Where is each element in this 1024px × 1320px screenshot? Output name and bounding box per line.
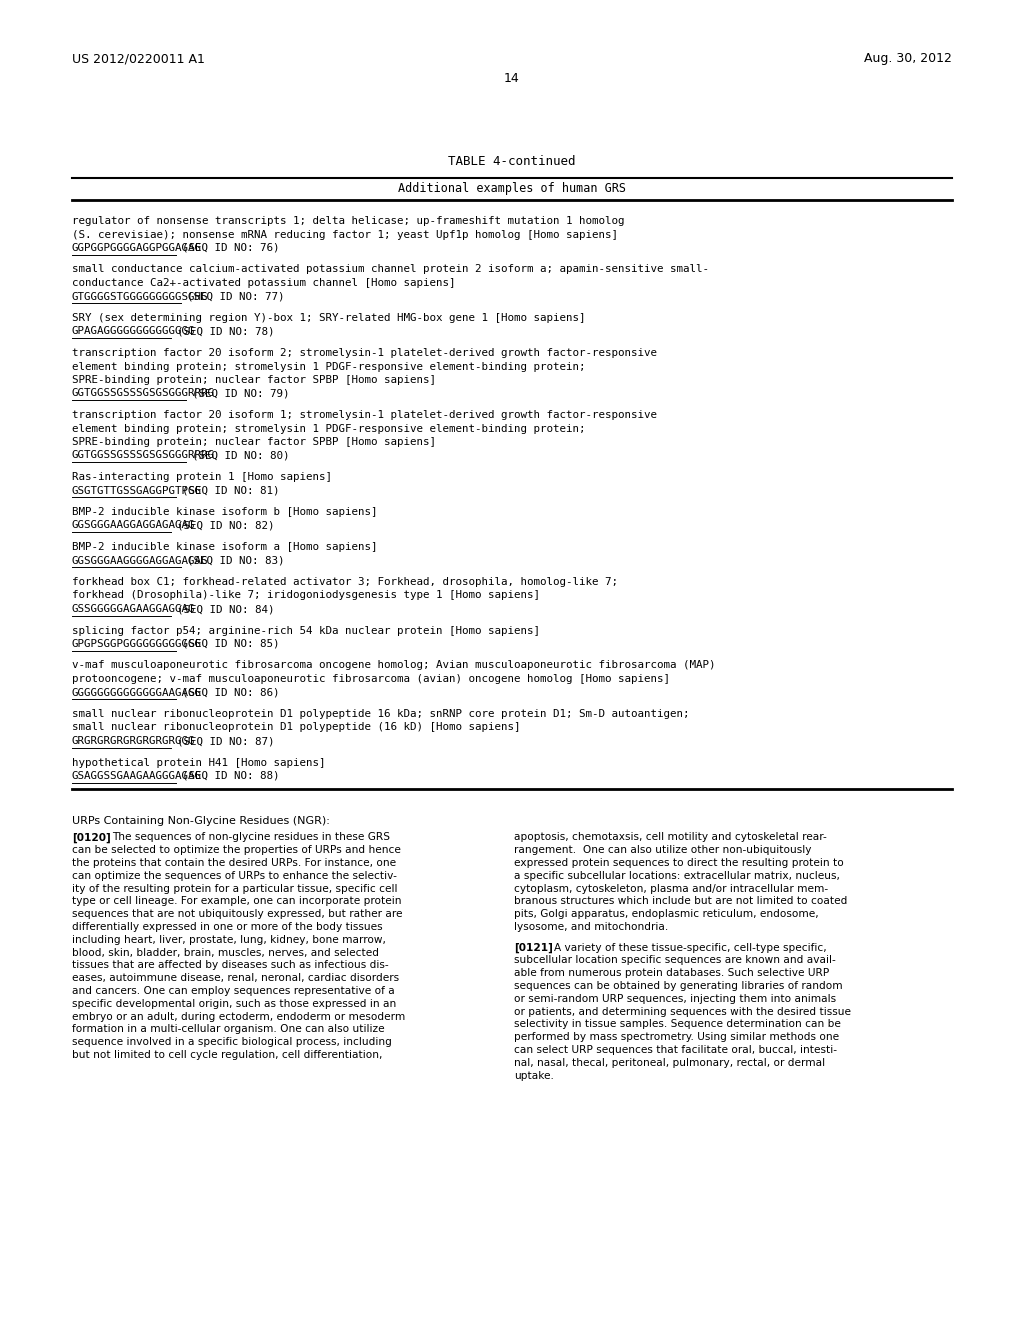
Text: v-maf musculoaponeurotic fibrosarcoma oncogene homolog; Avian musculoaponeurotic: v-maf musculoaponeurotic fibrosarcoma on… [72,660,716,671]
Text: SRY (sex determining region Y)-box 1; SRY-related HMG-box gene 1 [Homo sapiens]: SRY (sex determining region Y)-box 1; SR… [72,313,586,323]
Text: small nuclear ribonucleoprotein D1 polypeptide (16 kD) [Homo sapiens]: small nuclear ribonucleoprotein D1 polyp… [72,722,520,733]
Text: (SEQ ID NO: 86): (SEQ ID NO: 86) [182,688,280,697]
Text: small conductance calcium-activated potassium channel protein 2 isoform a; apami: small conductance calcium-activated pota… [72,264,709,275]
Text: Ras-interacting protein 1 [Homo sapiens]: Ras-interacting protein 1 [Homo sapiens] [72,473,332,482]
Text: forkhead box C1; forkhead-related activator 3; Forkhead, drosophila, homolog-lik: forkhead box C1; forkhead-related activa… [72,577,618,587]
Text: GTGGGGSTGGGGGGGGGSGHG: GTGGGGSTGGGGGGGGGSGHG [72,292,209,301]
Text: sequence involved in a specific biological process, including: sequence involved in a specific biologic… [72,1038,392,1047]
Text: GGSGGGAAGGGGAGGAGAGAG: GGSGGGAAGGGGAGGAGAGAG [72,556,209,565]
Text: sequences can be obtained by generating libraries of random: sequences can be obtained by generating … [514,981,843,991]
Text: subcellular location specific sequences are known and avail-: subcellular location specific sequences … [514,956,836,965]
Text: SPRE-binding protein; nuclear factor SPBP [Homo sapiens]: SPRE-binding protein; nuclear factor SPB… [72,437,436,447]
Text: small nuclear ribonucleoprotein D1 polypeptide 16 kDa; snRNP core protein D1; Sm: small nuclear ribonucleoprotein D1 polyp… [72,709,689,719]
Text: performed by mass spectrometry. Using similar methods one: performed by mass spectrometry. Using si… [514,1032,839,1043]
Text: A variety of these tissue-specific, cell-type specific,: A variety of these tissue-specific, cell… [554,942,826,953]
Text: (S. cerevisiae); nonsense mRNA reducing factor 1; yeast Upf1p homolog [Homo sapi: (S. cerevisiae); nonsense mRNA reducing … [72,230,618,239]
Text: regulator of nonsense transcripts 1; delta helicase; up-frameshift mutation 1 ho: regulator of nonsense transcripts 1; del… [72,216,625,226]
Text: (SEQ ID NO: 76): (SEQ ID NO: 76) [182,243,280,253]
Text: (SEQ ID NO: 78): (SEQ ID NO: 78) [177,326,274,337]
Text: GGSGGGAAGGAGGAGAGAG: GGSGGGAAGGAGGAGAGAG [72,520,196,531]
Text: (SEQ ID NO: 88): (SEQ ID NO: 88) [182,771,280,781]
Text: differentially expressed in one or more of the body tissues: differentially expressed in one or more … [72,923,383,932]
Text: US 2012/0220011 A1: US 2012/0220011 A1 [72,51,205,65]
Text: pits, Golgi apparatus, endoplasmic reticulum, endosome,: pits, Golgi apparatus, endoplasmic retic… [514,909,818,919]
Text: nal, nasal, thecal, peritoneal, pulmonary, rectal, or dermal: nal, nasal, thecal, peritoneal, pulmonar… [514,1057,825,1068]
Text: SPRE-binding protein; nuclear factor SPBP [Homo sapiens]: SPRE-binding protein; nuclear factor SPB… [72,375,436,385]
Text: expressed protein sequences to direct the resulting protein to: expressed protein sequences to direct th… [514,858,844,869]
Text: [0121]: [0121] [514,942,553,953]
Text: (SEQ ID NO: 87): (SEQ ID NO: 87) [177,737,274,746]
Text: element binding protein; stromelysin 1 PDGF-responsive element-binding protein;: element binding protein; stromelysin 1 P… [72,424,586,433]
Text: GPAGAGGGGGGGGGGGGGG: GPAGAGGGGGGGGGGGGGG [72,326,196,337]
Text: including heart, liver, prostate, lung, kidney, bone marrow,: including heart, liver, prostate, lung, … [72,935,386,945]
Text: GSAGGSSGAAGAAGGGAGAG: GSAGGSSGAAGAAGGGAGAG [72,771,202,781]
Text: (SEQ ID NO: 84): (SEQ ID NO: 84) [177,605,274,614]
Text: eases, autoimmune disease, renal, neronal, cardiac disorders: eases, autoimmune disease, renal, nerona… [72,973,399,983]
Text: (SEQ ID NO: 83): (SEQ ID NO: 83) [187,556,285,565]
Text: embryo or an adult, during ectoderm, endoderm or mesoderm: embryo or an adult, during ectoderm, end… [72,1011,406,1022]
Text: (SEQ ID NO: 79): (SEQ ID NO: 79) [193,388,290,399]
Text: lysosome, and mitochondria.: lysosome, and mitochondria. [514,923,669,932]
Text: or semi-random URP sequences, injecting them into animals: or semi-random URP sequences, injecting … [514,994,837,1003]
Text: can be selected to optimize the properties of URPs and hence: can be selected to optimize the properti… [72,845,400,855]
Text: BMP-2 inducible kinase isoform a [Homo sapiens]: BMP-2 inducible kinase isoform a [Homo s… [72,543,378,552]
Text: (SEQ ID NO: 85): (SEQ ID NO: 85) [182,639,280,649]
Text: can select URP sequences that facilitate oral, buccal, intesti-: can select URP sequences that facilitate… [514,1045,837,1055]
Text: element binding protein; stromelysin 1 PDGF-responsive element-binding protein;: element binding protein; stromelysin 1 P… [72,362,586,371]
Text: 14: 14 [504,73,520,84]
Text: sequences that are not ubiquitously expressed, but rather are: sequences that are not ubiquitously expr… [72,909,402,919]
Text: protooncogene; v-maf musculoaponeurotic fibrosarcoma (avian) oncogene homolog [H: protooncogene; v-maf musculoaponeurotic … [72,675,670,684]
Text: BMP-2 inducible kinase isoform b [Homo sapiens]: BMP-2 inducible kinase isoform b [Homo s… [72,507,378,517]
Text: Additional examples of human GRS: Additional examples of human GRS [398,182,626,195]
Text: (SEQ ID NO: 81): (SEQ ID NO: 81) [182,486,280,495]
Text: the proteins that contain the desired URPs. For instance, one: the proteins that contain the desired UR… [72,858,396,869]
Text: Aug. 30, 2012: Aug. 30, 2012 [864,51,952,65]
Text: [0120]: [0120] [72,833,111,842]
Text: GGTGGSSGSSSGSGSGGGRRRG: GGTGGSSGSSSGSGSGGGRRRG [72,388,215,399]
Text: GGTGGSSGSSSGSGSGGGRRRG: GGTGGSSGSSSGSGSGGGRRRG [72,450,215,461]
Text: formation in a multi-cellular organism. One can also utilize: formation in a multi-cellular organism. … [72,1024,385,1035]
Text: hypothetical protein H41 [Homo sapiens]: hypothetical protein H41 [Homo sapiens] [72,758,326,767]
Text: selectivity in tissue samples. Sequence determination can be: selectivity in tissue samples. Sequence … [514,1019,841,1030]
Text: rangement.  One can also utilize other non-ubiquitously: rangement. One can also utilize other no… [514,845,811,855]
Text: (SEQ ID NO: 77): (SEQ ID NO: 77) [187,292,285,301]
Text: TABLE 4-continued: TABLE 4-continued [449,154,575,168]
Text: conductance Ca2+-activated potassium channel [Homo sapiens]: conductance Ca2+-activated potassium cha… [72,279,456,288]
Text: splicing factor p54; arginine-rich 54 kDa nuclear protein [Homo sapiens]: splicing factor p54; arginine-rich 54 kD… [72,626,540,635]
Text: GGGGGGGGGGGGGGAAGAGG: GGGGGGGGGGGGGGAAGAGG [72,688,202,697]
Text: transcription factor 20 isoform 2; stromelysin-1 platelet-derived growth factor-: transcription factor 20 isoform 2; strom… [72,348,657,358]
Text: apoptosis, chemotaxsis, cell motility and cytoskeletal rear-: apoptosis, chemotaxsis, cell motility an… [514,833,826,842]
Text: GRGRGRGRGRGRGRGRGGG: GRGRGRGRGRGRGRGRGGG [72,737,196,746]
Text: (SEQ ID NO: 80): (SEQ ID NO: 80) [193,450,290,461]
Text: type or cell lineage. For example, one can incorporate protein: type or cell lineage. For example, one c… [72,896,401,907]
Text: forkhead (Drosophila)-like 7; iridogoniodysgenesis type 1 [Homo sapiens]: forkhead (Drosophila)-like 7; iridogonio… [72,590,540,601]
Text: GPGPSGGPGGGGGGGGGGGG: GPGPSGGPGGGGGGGGGGGG [72,639,202,649]
Text: uptake.: uptake. [514,1071,554,1081]
Text: GSSGGGGGAGAAGGAGGAG: GSSGGGGGAGAAGGAGGAG [72,605,196,614]
Text: GGPGGPGGGGAGGPGGAGAG: GGPGGPGGGGAGGPGGAGAG [72,243,202,253]
Text: cytoplasm, cytoskeleton, plasma and/or intracellular mem-: cytoplasm, cytoskeleton, plasma and/or i… [514,883,828,894]
Text: or patients, and determining sequences with the desired tissue: or patients, and determining sequences w… [514,1007,851,1016]
Text: and cancers. One can employ sequences representative of a: and cancers. One can employ sequences re… [72,986,394,997]
Text: blood, skin, bladder, brain, muscles, nerves, and selected: blood, skin, bladder, brain, muscles, ne… [72,948,379,958]
Text: tissues that are affected by diseases such as infectious dis-: tissues that are affected by diseases su… [72,961,389,970]
Text: able from numerous protein databases. Such selective URP: able from numerous protein databases. Su… [514,968,829,978]
Text: branous structures which include but are not limited to coated: branous structures which include but are… [514,896,848,907]
Text: GSGTGTTGSSGAGGPGTPGG: GSGTGTTGSSGAGGPGTPGG [72,486,202,495]
Text: The sequences of non-glycine residues in these GRS: The sequences of non-glycine residues in… [112,833,390,842]
Text: (SEQ ID NO: 82): (SEQ ID NO: 82) [177,520,274,531]
Text: ity of the resulting protein for a particular tissue, specific cell: ity of the resulting protein for a parti… [72,883,397,894]
Text: a specific subcellular locations: extracellular matrix, nucleus,: a specific subcellular locations: extrac… [514,871,840,880]
Text: but not limited to cell cycle regulation, cell differentiation,: but not limited to cell cycle regulation… [72,1051,382,1060]
Text: can optimize the sequences of URPs to enhance the selectiv-: can optimize the sequences of URPs to en… [72,871,397,880]
Text: transcription factor 20 isoform 1; stromelysin-1 platelet-derived growth factor-: transcription factor 20 isoform 1; strom… [72,411,657,420]
Text: URPs Containing Non-Glycine Residues (NGR):: URPs Containing Non-Glycine Residues (NG… [72,817,330,826]
Text: specific developmental origin, such as those expressed in an: specific developmental origin, such as t… [72,999,396,1008]
